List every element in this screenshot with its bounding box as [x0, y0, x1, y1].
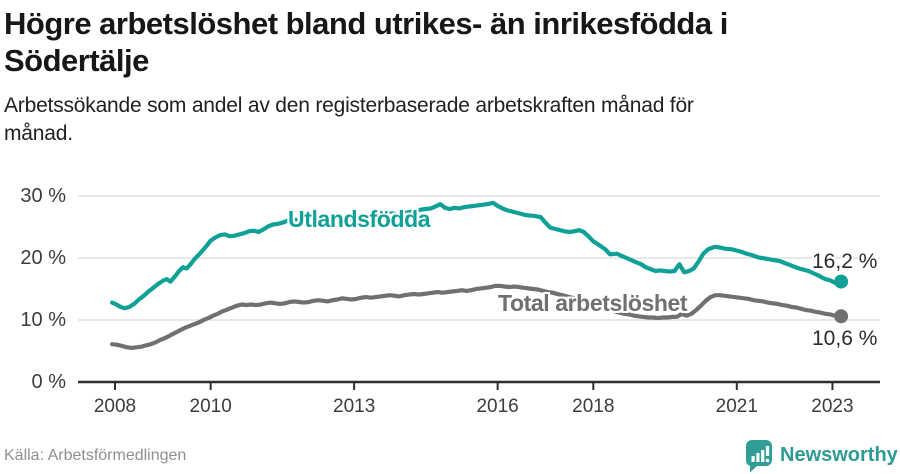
- source-note: Källa: Arbetsförmedlingen: [4, 447, 187, 464]
- x-tick-label: 2013: [333, 396, 376, 417]
- series-label-utlandsfodda: Utlandsfödda: [288, 206, 431, 232]
- x-tick-label: 2021: [715, 396, 758, 417]
- chart-subtitle: Arbetssökande som andel av den registerb…: [4, 92, 896, 148]
- y-tick-label: 10 %: [20, 309, 66, 331]
- y-tick-label: 0 %: [31, 371, 66, 393]
- series-end-dot-1: [834, 309, 849, 324]
- series-line-0: [109, 200, 844, 311]
- chart-subtitle-line1: Arbetssökande som andel av den registerb…: [4, 94, 694, 117]
- series-line-1: [109, 283, 844, 350]
- x-tick-label: 2016: [476, 396, 519, 417]
- y-tick-label: 30 %: [20, 185, 66, 207]
- newsworthy-brand-text: Newsworthy: [780, 444, 898, 466]
- x-tick-label: 2008: [93, 396, 137, 417]
- x-tick-label: 2010: [189, 396, 232, 417]
- x-tick-label: 2018: [572, 396, 615, 417]
- y-tick-label: 20 %: [20, 247, 66, 269]
- chart-title: Högre arbetslöshet bland utrikes- än inr…: [4, 5, 896, 79]
- end-value-label-utlandsfodda: 16,2 %: [812, 250, 878, 273]
- series-label-total: Total arbetslöshet: [498, 290, 688, 316]
- chart-subtitle-line2: månad.: [4, 122, 73, 145]
- series-end-dot-0: [834, 274, 849, 289]
- chart-title-line2: Södertälje: [4, 43, 149, 78]
- x-tick-label: 2023: [811, 396, 854, 417]
- end-value-label-total: 10,6 %: [812, 327, 878, 350]
- chart-title-line1: Högre arbetslöshet bland utrikes- än inr…: [4, 6, 728, 41]
